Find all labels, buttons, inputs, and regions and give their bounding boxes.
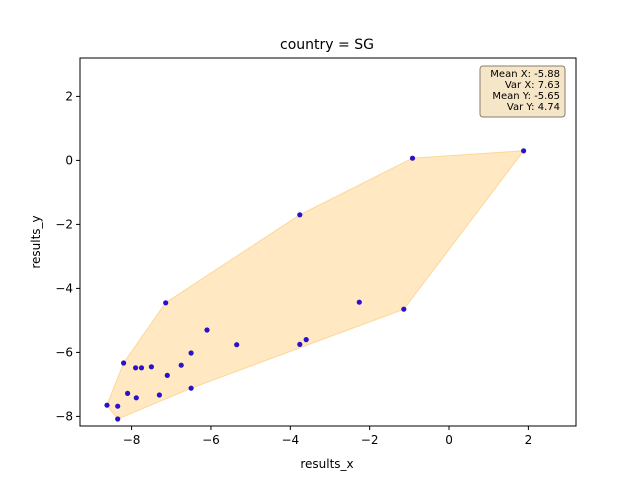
y-tick-label: 0 — [65, 153, 73, 167]
y-tick-label: −2 — [55, 217, 73, 231]
data-point-22 — [104, 402, 110, 408]
data-point-7 — [204, 327, 210, 333]
data-point-14 — [133, 365, 139, 371]
chart-title: country = SG — [280, 37, 374, 53]
axes-frame — [79, 57, 577, 427]
data-point-5 — [356, 299, 362, 305]
data-point-15 — [138, 365, 145, 371]
data-point-18 — [125, 390, 131, 396]
x-tick-label: −4 — [281, 433, 299, 447]
y-tick-label: −6 — [55, 345, 73, 359]
data-point-10 — [303, 337, 309, 343]
x-tick-label: −2 — [361, 433, 379, 447]
data-point-20 — [133, 395, 139, 401]
data-point-9 — [297, 341, 303, 347]
x-axis-label: results_x — [300, 457, 353, 471]
data-point-17 — [164, 372, 170, 378]
stats-box: Mean X: -5.88 Var X: 7.63 Mean Y: -5.65 … — [479, 65, 566, 118]
data-point-1 — [521, 148, 527, 154]
data-point-16 — [148, 364, 154, 370]
stats-mean-y: Mean Y: -5.65 — [492, 91, 560, 102]
x-tick-label: −8 — [123, 433, 141, 447]
data-point-4 — [163, 300, 169, 306]
y-tick-label: −4 — [55, 281, 73, 295]
data-point-23 — [115, 403, 121, 409]
plot-area — [104, 148, 527, 422]
y-axis-label: results_y — [29, 215, 43, 268]
x-axis-ticks: −8 −6 −4 −2 0 2 — [123, 426, 532, 447]
data-point-3 — [297, 212, 303, 218]
stats-var-y: Var Y: 4.74 — [507, 102, 560, 113]
data-point-11 — [121, 360, 127, 366]
data-point-24 — [115, 416, 121, 422]
x-tick-label: −6 — [202, 433, 220, 447]
stats-box-frame — [479, 65, 566, 118]
y-axis-ticks: −8 −6 −4 −2 0 2 — [55, 89, 80, 423]
y-tick-label: 2 — [65, 89, 73, 103]
data-point-6 — [401, 306, 407, 312]
data-point-19 — [156, 392, 162, 398]
data-point-12 — [188, 350, 194, 356]
stats-var-x: Var X: 7.63 — [505, 80, 560, 91]
y-tick-label: −8 — [55, 409, 73, 423]
x-tick-label: 2 — [525, 433, 533, 447]
data-point-2 — [409, 155, 416, 161]
data-points — [104, 148, 527, 422]
convex-hull-area — [106, 150, 525, 420]
data-point-8 — [234, 342, 240, 348]
data-point-21 — [188, 385, 194, 391]
x-tick-label: 0 — [445, 433, 453, 447]
stats-mean-x: Mean X: -5.88 — [490, 69, 560, 80]
data-point-13 — [178, 362, 184, 368]
